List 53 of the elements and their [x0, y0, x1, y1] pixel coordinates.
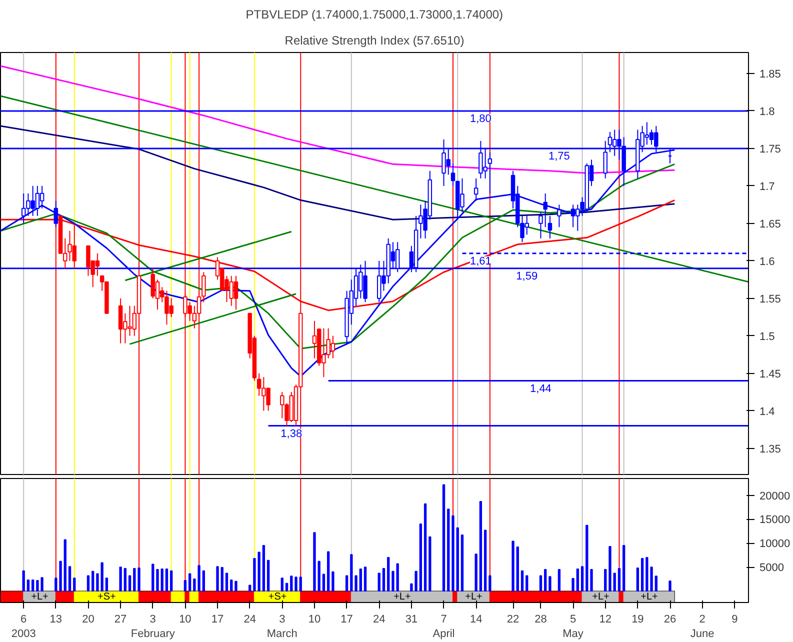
x-tick-label: 10	[179, 614, 192, 626]
band-label: +L+	[640, 591, 658, 602]
y-tick-label: 1.55	[760, 293, 781, 306]
x-tick-label: 24	[373, 614, 386, 626]
annotation: 1,44	[530, 382, 552, 395]
x-tick-label: 9	[732, 614, 738, 626]
band-label: +L+	[394, 591, 411, 602]
band-label: +L+	[31, 591, 49, 602]
x-tick-label: 3 March	[266, 614, 298, 640]
y-tick-label: 1.35	[760, 443, 781, 456]
y-tick-label: 10000	[760, 538, 790, 550]
y-tick-label: 15000	[760, 514, 790, 526]
x-tick-label: 13	[50, 614, 62, 626]
x-tick-label: 17	[211, 614, 224, 626]
x-tick-label: 5 May	[562, 614, 584, 640]
x-tick-label: 10	[308, 614, 321, 626]
annotation: 1,75	[548, 150, 570, 162]
band-label: +S+	[268, 591, 287, 602]
y-tick-label: 1.65	[760, 218, 781, 230]
y-tick-label: 1.45	[760, 368, 781, 380]
y-tick-label: 20000	[760, 490, 790, 502]
x-tick-label: 20	[82, 614, 94, 626]
band-label: +L+	[465, 591, 483, 602]
x-tick-label: 14	[470, 614, 482, 626]
y-tick-label: 5000	[760, 562, 784, 574]
x-tick-label: 22	[506, 614, 520, 626]
annotation: 1,59	[516, 270, 538, 282]
y-tick-label: 1.5	[760, 330, 775, 343]
band-label: +S+	[98, 591, 116, 602]
y-tick-label: 1.8	[760, 106, 775, 118]
y-tick-label: 1.75	[760, 143, 781, 156]
y-tick-label: 1.4	[760, 406, 775, 418]
chart-subtitle: Relative Strength Index (57.6510)	[284, 34, 464, 48]
x-tick-label: 28	[534, 614, 547, 626]
x-tick-label: 7 April	[432, 614, 455, 640]
x-tick-label: 27	[114, 614, 127, 626]
chart-title: PTBVLEDP (1.74000,1.75000,1.73000,1.74000)	[246, 8, 504, 22]
x-tick-label: 26	[664, 614, 676, 626]
x-tick-label: 17	[340, 614, 353, 626]
y-tick-label: 1.7	[760, 180, 775, 193]
x-tick-label: 2 June	[690, 614, 714, 640]
x-tick-label: 3 February	[130, 614, 176, 640]
x-tick-label: 24	[244, 614, 256, 626]
band-label: +L+	[592, 591, 610, 602]
x-tick-label: 19	[632, 614, 644, 626]
annotation: 1,61	[470, 255, 492, 268]
y-tick-label: 1.85	[760, 68, 781, 80]
x-tick-label: 6 2003	[11, 614, 36, 640]
y-tick-label: 1.6	[760, 256, 775, 268]
annotation: 1,38	[280, 428, 302, 440]
x-tick-label: 31	[405, 614, 418, 626]
x-tick-label: 12	[599, 614, 612, 626]
annotation: 1,80	[470, 112, 492, 125]
